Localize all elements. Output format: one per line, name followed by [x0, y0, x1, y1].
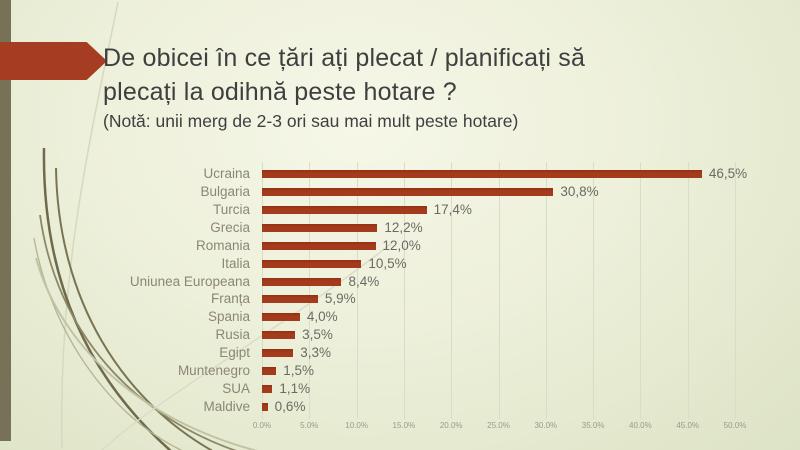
value-label: 4,0%	[306, 309, 338, 325]
category-label: Grecia	[210, 219, 250, 235]
bar	[262, 259, 362, 268]
category-label: Rusia	[215, 327, 250, 343]
axis-tick-label: 0.0%	[252, 421, 272, 430]
value-label: 8,4%	[348, 273, 380, 289]
axis-tick-label: 40.0%	[629, 421, 652, 430]
value-label: 17,4%	[433, 201, 472, 217]
category-label: Maldive	[203, 398, 250, 414]
gridline	[640, 162, 642, 419]
slide-title: De obicei în ce țări ați plecat / planif…	[103, 41, 763, 109]
bar	[262, 241, 376, 250]
category-label: Turcia	[212, 201, 250, 217]
category-label: Franța	[210, 291, 250, 307]
bar	[262, 331, 296, 340]
value-label: 12,2%	[384, 219, 423, 235]
category-label: Ucraina	[203, 166, 250, 181]
slide-title-line1: De obicei în ce țări ați plecat / planif…	[103, 44, 586, 72]
value-label: 0,6%	[274, 398, 306, 414]
bar	[262, 277, 342, 286]
title-arrow-shape	[0, 42, 107, 80]
axis-tick-label: 20.0%	[439, 421, 463, 430]
bar	[262, 385, 273, 394]
gridline	[356, 162, 358, 419]
gridline	[262, 162, 263, 419]
axis-tick-label: 35.0%	[581, 421, 605, 430]
gridline	[687, 162, 689, 419]
left-accent-bar	[0, 0, 11, 441]
value-label: 3,5%	[302, 327, 333, 343]
value-label: 1,5%	[283, 363, 314, 379]
category-label: Muntenegro	[177, 363, 250, 379]
bar	[262, 295, 318, 304]
category-label: Uniunea Europeana	[129, 273, 250, 289]
value-label: 30,8%	[560, 183, 599, 199]
gridline	[309, 162, 311, 419]
bar	[262, 205, 427, 214]
bar	[262, 187, 554, 196]
value-label: 1,1%	[279, 381, 311, 397]
category-label: Italia	[221, 255, 250, 271]
gridline	[451, 162, 453, 419]
axis-tick-label: 25.0%	[487, 421, 510, 430]
value-label: 3,3%	[300, 345, 331, 361]
axis-tick-label: 10.0%	[345, 421, 368, 430]
value-label: 10,5%	[368, 255, 407, 271]
axis-tick-label: 30.0%	[534, 421, 558, 430]
category-label: Bulgaria	[200, 183, 250, 199]
gridline	[735, 162, 736, 419]
bar	[262, 349, 294, 358]
value-label: 12,0%	[382, 237, 421, 253]
axis-tick-label: 50.0%	[723, 421, 747, 430]
category-label: Romania	[195, 237, 250, 253]
axis-tick-label: 15.0%	[392, 421, 416, 430]
axis-tick-label: 5.0%	[300, 421, 319, 430]
category-label: Egipt	[219, 345, 250, 361]
bar	[262, 170, 702, 178]
axis-tick-label: 45.0%	[676, 421, 700, 430]
bar	[262, 367, 277, 376]
gridline	[403, 162, 405, 419]
category-label: SUA	[222, 381, 250, 397]
gridline	[545, 162, 547, 419]
value-label: 5,9%	[324, 291, 356, 307]
bar	[262, 313, 300, 322]
bar	[262, 402, 268, 411]
category-label: Spania	[207, 309, 250, 325]
slide-title-line2: plecați la odihnă peste hotare ?	[103, 78, 457, 106]
value-label: 46,5%	[708, 166, 748, 181]
slide-note: (Notă: unii merg de 2-3 ori sau mai mult…	[103, 111, 519, 131]
bar	[262, 223, 378, 232]
bar-chart: 0.0% 5.0% 10.0% 15.0% 20.0% 25.0% 30.0% 35.0% 40…	[0, 162, 800, 447]
gridline	[593, 162, 595, 419]
gridline	[498, 162, 500, 419]
